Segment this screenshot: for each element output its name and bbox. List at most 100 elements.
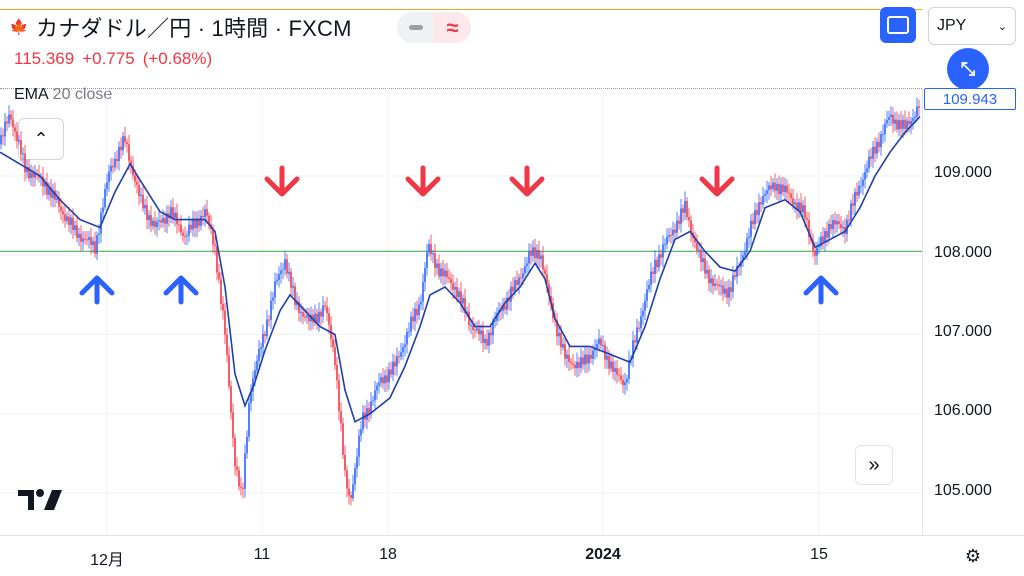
price-candle [516,280,518,285]
price-candle [234,437,236,467]
price-candle [294,286,296,305]
price-candle [46,182,48,195]
price-candle [674,229,676,233]
price-candle [394,361,396,367]
price-candle [742,255,744,261]
price-candle [122,136,124,151]
price-candle [190,224,192,230]
price-candle [758,202,760,216]
price-candle [606,355,608,360]
price-candle [574,364,576,369]
price-candle [918,106,920,108]
price-candle [150,215,152,226]
price-candle [324,305,326,307]
price-candle [464,298,466,313]
price-candle [896,119,898,130]
chevron-down-icon: ⌄ [997,20,1007,33]
price-candle [340,411,342,424]
price-candle [426,252,428,268]
price-candle [798,202,800,210]
price-candle [612,361,614,372]
price-candle [892,114,894,124]
price-candle [816,247,818,256]
price-candle [158,220,160,222]
price-candle [342,423,344,455]
price-candle [238,470,240,487]
settings-gear-icon[interactable]: ⚙ [964,545,982,566]
price-candle [528,251,530,264]
price-candle [534,247,536,259]
price-candle [428,244,430,253]
legend-collapse-button[interactable]: ⌃ [18,118,64,160]
price-candle [286,259,288,274]
price-candle [196,218,198,228]
wave-mode-button[interactable]: ≈ [434,12,471,43]
scroll-to-realtime-button[interactable]: » [855,445,893,485]
price-candle [548,284,550,297]
price-candle [840,224,842,229]
price-candle [298,301,300,313]
price-candle [292,286,294,288]
price-candle [808,220,810,238]
price-candle [398,356,400,358]
price-candle [458,291,460,298]
price-candle [54,190,56,200]
price-candle [254,370,256,379]
price-candle [180,224,182,233]
price-candle [372,400,374,402]
price-candle [474,329,476,331]
price-candle [228,355,230,387]
price-candle [226,334,228,356]
price-candle [128,144,130,161]
sell-signal-arrow [405,165,441,197]
price-candle [134,175,136,182]
price-candle [108,171,110,183]
price-candle [244,453,246,489]
price-candle [276,280,278,282]
price-candle [182,232,184,236]
price-chart[interactable] [0,88,922,535]
price-candle [744,251,746,256]
price-candle [488,332,490,346]
price-candle [236,466,238,471]
price-candle [524,266,526,274]
chart-mode-toggle[interactable]: ≈ [397,12,471,43]
fullscreen-button[interactable] [880,7,916,43]
price-candle [618,374,620,376]
price-candle [198,218,200,226]
price-candle [626,378,628,383]
price-candle [442,268,444,277]
price-candle [392,361,394,375]
price-candle [166,213,168,224]
currency-select[interactable]: JPY ⌄ [928,7,1016,45]
price-candle [24,153,26,173]
price-candle [346,470,348,489]
price-candle [268,319,270,321]
price-candle [704,258,706,274]
price-candle [782,184,784,193]
price-candle [284,259,286,270]
price-candle [504,305,506,310]
price-candle [796,202,798,210]
price-candle [470,325,472,327]
price-candle [318,311,320,323]
price-candle [416,308,418,316]
price-candle [836,221,838,225]
line-mode-button[interactable] [397,12,434,43]
price-candle [148,215,150,221]
price-candle [750,220,752,237]
price-candle [412,316,414,322]
price-candle [724,288,726,294]
symbol-header[interactable]: 🍁 カナダドル／円 · 1時間 · FXCM [8,12,352,42]
price-candle [350,495,352,499]
price-candle [774,182,776,191]
price-candle [514,280,516,292]
price-candle [616,368,618,375]
collapse-fab-button[interactable]: ⤡ [947,48,989,90]
price-candle [572,363,574,365]
price-candle [248,403,250,437]
price-candle [288,271,290,274]
price-candle [786,185,788,193]
price-candle [714,283,716,287]
indicator-legend[interactable]: EMA 20 close [14,86,112,104]
